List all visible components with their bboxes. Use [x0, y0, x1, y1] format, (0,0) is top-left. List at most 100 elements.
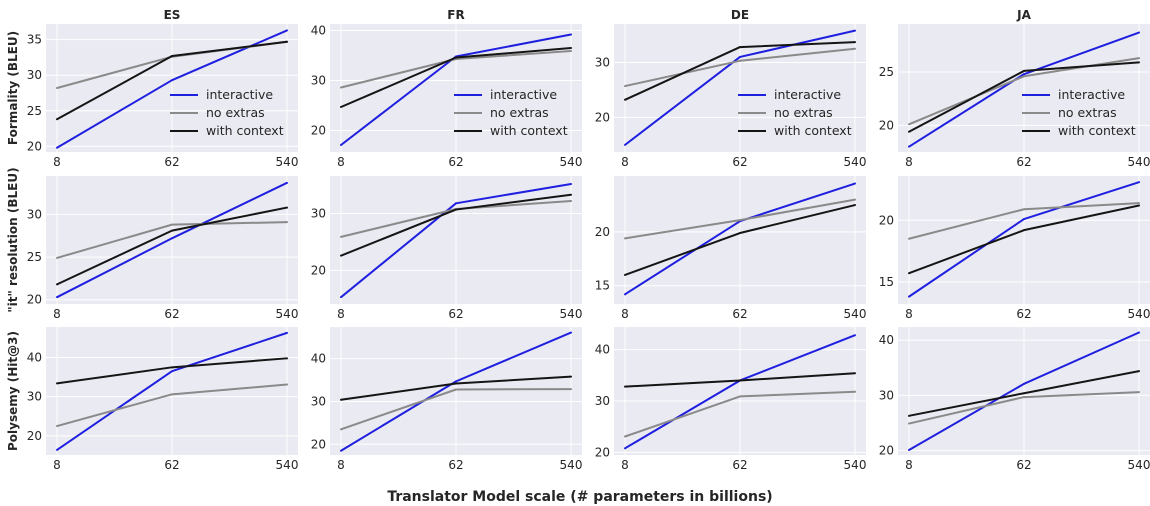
legend-label-with-context: with context [490, 123, 568, 138]
data-point-interactive [56, 146, 58, 149]
legend: interactive no extras with context [1022, 87, 1136, 138]
legend-label-with-context: with context [774, 123, 852, 138]
data-point-with-context [171, 55, 173, 57]
data-point-with-context [340, 254, 342, 257]
data-point-with-context [908, 130, 910, 133]
data-point-with-context [739, 46, 741, 49]
legend-label-interactive: interactive [490, 87, 557, 102]
data-point-with-context [340, 106, 342, 108]
x-tick-label: 62 [1016, 458, 1031, 472]
y-tick-label: 20 [595, 110, 610, 124]
data-point-with-context [56, 118, 58, 121]
data-point-with-context [455, 56, 457, 59]
data-point-with-context [171, 229, 173, 232]
data-point-interactive [455, 380, 457, 383]
data-point-interactive [624, 293, 626, 296]
data-point-with-context [739, 379, 741, 382]
data-point-no-extras [340, 428, 342, 431]
data-point-interactive [1138, 31, 1140, 34]
data-point-interactive [570, 331, 572, 334]
y-tick-label: 25 [27, 104, 42, 118]
data-point-interactive [1023, 218, 1025, 221]
data-point-no-extras [340, 86, 342, 89]
x-tick-label: 8 [337, 458, 345, 472]
x-tick-label: 62 [732, 458, 747, 472]
data-point-with-context [286, 40, 288, 43]
data-point-no-extras [570, 388, 572, 391]
data-point-interactive [171, 79, 173, 82]
data-point-interactive [1023, 73, 1025, 76]
x-tick-label: 62 [448, 458, 463, 472]
y-tick-label: 15 [595, 279, 610, 293]
data-point-with-context [854, 41, 856, 44]
y-tick-label: 20 [27, 293, 42, 307]
data-point-with-context [570, 47, 572, 49]
panel-de-row-2: 8 62 540 20 30 40 [595, 327, 866, 472]
row-label-2: Polysemy (Hit@3) [6, 331, 20, 451]
x-tick-label: 8 [53, 458, 61, 472]
legend-label-no-extras: no extras [206, 105, 265, 120]
y-tick-label: 25 [27, 250, 42, 264]
data-point-no-extras [739, 395, 741, 398]
column-title-ja: JA [1016, 8, 1031, 22]
data-point-no-extras [171, 223, 173, 226]
y-tick-label: 40 [311, 352, 326, 366]
x-tick-label: 540 [560, 458, 583, 472]
y-tick-label: 40 [879, 333, 894, 347]
data-point-no-extras [1023, 396, 1025, 399]
data-point-no-extras [624, 237, 626, 240]
column-title-fr: FR [447, 8, 464, 22]
data-point-interactive [1138, 181, 1140, 184]
data-point-no-extras [739, 219, 741, 222]
data-point-interactive [908, 449, 910, 452]
data-point-with-context [1138, 204, 1140, 207]
x-tick-label: 540 [560, 307, 583, 321]
panel-fr-row-2: 8 62 540 20 30 40 [311, 327, 583, 472]
panel-fr-row-0: 8 62 540 20 30 40 interactive no extras with con… [311, 24, 583, 170]
y-tick-label: 20 [27, 139, 42, 153]
data-point-interactive [455, 202, 457, 205]
x-tick-label: 62 [164, 458, 179, 472]
y-tick-label: 30 [311, 207, 326, 221]
x-tick-label: 62 [448, 155, 463, 169]
legend-label-no-extras: no extras [1058, 105, 1117, 120]
legend: interactive no extras with context [738, 87, 852, 138]
y-tick-label: 20 [879, 444, 894, 458]
data-point-interactive [340, 296, 342, 299]
data-point-interactive [570, 33, 572, 36]
y-tick-label: 30 [27, 390, 42, 404]
data-point-no-extras [570, 50, 572, 52]
x-axis-label: Translator Model scale (# parameters in … [387, 489, 772, 505]
data-point-with-context [455, 208, 457, 211]
data-point-no-extras [908, 237, 910, 240]
y-tick-label: 15 [879, 275, 894, 289]
x-tick-label: 540 [1128, 458, 1150, 472]
data-point-interactive [286, 29, 288, 32]
data-point-interactive [908, 295, 910, 298]
x-tick-label: 540 [560, 155, 583, 169]
data-point-interactive [286, 181, 288, 184]
y-tick-label: 35 [27, 33, 42, 47]
data-point-interactive [854, 334, 856, 337]
data-point-with-context [455, 382, 457, 385]
x-tick-label: 540 [276, 307, 299, 321]
data-point-with-context [908, 272, 910, 275]
data-point-no-extras [624, 85, 626, 88]
data-point-with-context [570, 375, 572, 378]
data-point-no-extras [455, 388, 457, 391]
y-tick-label: 30 [311, 394, 326, 408]
y-tick-label: 20 [879, 118, 894, 132]
data-point-no-extras [1023, 75, 1025, 78]
data-point-interactive [56, 448, 58, 451]
x-tick-label: 8 [621, 307, 629, 321]
row-label-1: "it" resolution (BLEU) [6, 167, 20, 312]
data-point-no-extras [854, 47, 856, 50]
data-point-no-extras [1138, 202, 1140, 205]
y-tick-label: 30 [595, 394, 610, 408]
data-point-with-context [1023, 229, 1025, 232]
data-point-no-extras [56, 87, 58, 89]
x-tick-label: 62 [732, 307, 747, 321]
y-tick-label: 30 [27, 68, 42, 82]
x-tick-label: 8 [621, 155, 629, 169]
legend-label-no-extras: no extras [774, 105, 833, 120]
